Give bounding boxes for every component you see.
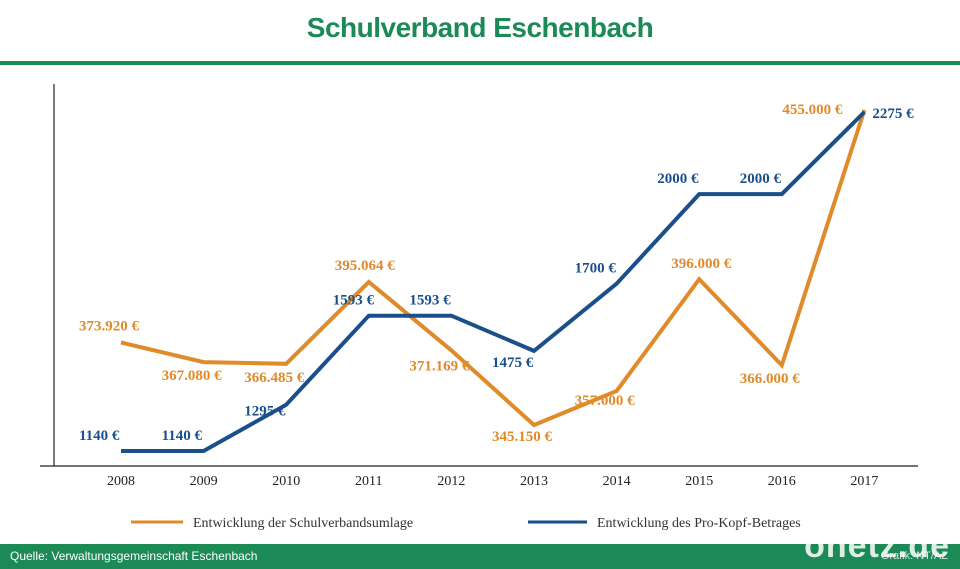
data-label: 395.064 € [335,258,396,274]
series-lines [120,109,867,453]
data-label: 1593 € [409,293,451,309]
watermark-logo: onetz.de [804,527,950,565]
axes [40,84,918,467]
data-label: 2000 € [740,171,782,187]
x-tick-label: 2016 [768,474,796,489]
data-label: 1593 € [333,293,375,309]
data-label: 371.169 € [409,358,470,374]
data-label: 367.080 € [162,368,223,384]
data-label: 455.000 € [782,102,843,118]
x-tick-label: 2013 [520,474,548,489]
x-tick-label: 2011 [355,474,382,489]
chart-title: Schulverband Eschenbach [306,12,654,43]
title-divider [0,61,960,65]
series-line-schulverbandsumlage [120,109,867,428]
graphic-credit: Grafik: NT/AZ [880,550,948,562]
data-label: 1700 € [575,261,617,277]
data-label: 1140 € [79,428,120,444]
series-line-pro-kopf-betrag [121,110,866,453]
data-label: 2275 € [872,106,914,122]
data-label: 1140 € [162,428,203,444]
legend-label: Entwicklung der Schulverbandsumlage [193,516,413,531]
x-tick-labels: 2008 2009 2010 2011 2012 2013 2014 2015 2016 2017 [107,474,878,489]
data-label: 396.000 € [671,256,732,272]
x-tick-label: 2017 [850,474,878,489]
data-label: 2000 € [657,171,699,187]
x-tick-label: 2015 [685,474,713,489]
x-tick-label: 2010 [272,474,300,489]
data-label: 1475 € [492,355,534,371]
x-tick-label: 2014 [603,474,631,489]
data-label: 1295 € [244,404,286,420]
x-tick-label: 2009 [190,474,218,489]
data-label: 357.000 € [575,393,636,409]
legend-item: Entwicklung des Pro-Kopf-Betrages [528,516,801,531]
legend-label: Entwicklung des Pro-Kopf-Betrages [597,516,801,531]
data-labels: 373.920 € 367.080 € 366.485 € 395.064 € 371.… [79,102,914,445]
data-label: 345.150 € [492,429,553,445]
data-label: 366.485 € [244,370,305,386]
data-label: 366.000 € [740,371,801,387]
footer-bar: Quelle: Verwaltungsgemeinschaft Eschenba… [0,544,960,569]
data-label: 373.920 € [79,319,140,335]
source-note: Quelle: Verwaltungsgemeinschaft Eschenba… [10,549,258,563]
x-tick-label: 2008 [107,474,135,489]
x-tick-label: 2012 [437,474,465,489]
legend: Entwicklung der Schulverbandsumlage Entwi… [131,516,801,531]
legend-item: Entwicklung der Schulverbandsumlage [131,516,413,531]
